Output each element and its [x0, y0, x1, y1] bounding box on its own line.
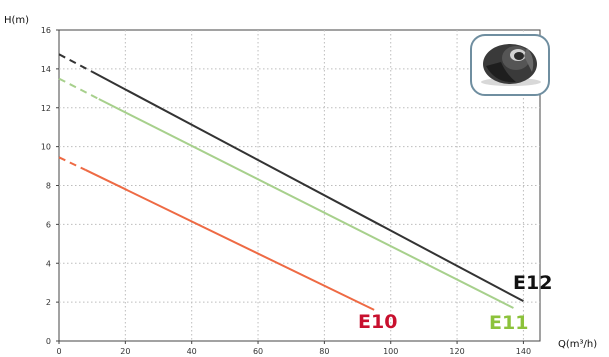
y-tick-label: 10: [41, 143, 51, 152]
series-line-e11-dashed: [58, 77, 100, 100]
x-tick-label: 40: [187, 347, 197, 356]
y-tick-label: 0: [46, 337, 51, 346]
x-tick-label: 20: [120, 347, 130, 356]
series-label-e10: E10: [358, 311, 397, 333]
y-tick-label: 8: [46, 182, 51, 191]
y-tick-label: 2: [46, 298, 51, 307]
x-tick-label: 120: [449, 347, 464, 356]
series-label-layer: E10 E11 E12: [358, 272, 552, 334]
series-line-e12: [91, 70, 524, 303]
grid-layer: [59, 30, 540, 341]
series-layer: [58, 53, 524, 311]
product-image: [470, 34, 550, 96]
x-tick-label: 60: [253, 347, 263, 356]
y-tick-label: 6: [46, 220, 51, 229]
x-tick-label: 140: [516, 347, 531, 356]
series-label-e11: E11: [489, 312, 528, 334]
x-tick-label: 80: [319, 347, 329, 356]
y-tick-label: 14: [41, 65, 51, 74]
x-tick-label: 100: [383, 347, 398, 356]
x-tick-label: 0: [56, 347, 61, 356]
x-axis-title: Q(m³/h): [558, 339, 597, 350]
tick-layer: 0 20 40 60 80 100 120 140 0 2 4 6 8 10 12 14 16: [41, 26, 531, 356]
y-tick-label: 12: [41, 104, 51, 113]
y-tick-label: 16: [41, 26, 51, 35]
pump-icon: [481, 44, 541, 86]
series-label-e12: E12: [513, 272, 552, 294]
series-line-e10-dashed: [58, 156, 86, 171]
y-tick-label: 4: [46, 259, 51, 268]
y-axis-title: H(m): [4, 15, 29, 26]
series-line-e10: [85, 169, 375, 311]
series-line-e11: [98, 98, 514, 309]
series-line-e12-dashed: [58, 53, 93, 73]
